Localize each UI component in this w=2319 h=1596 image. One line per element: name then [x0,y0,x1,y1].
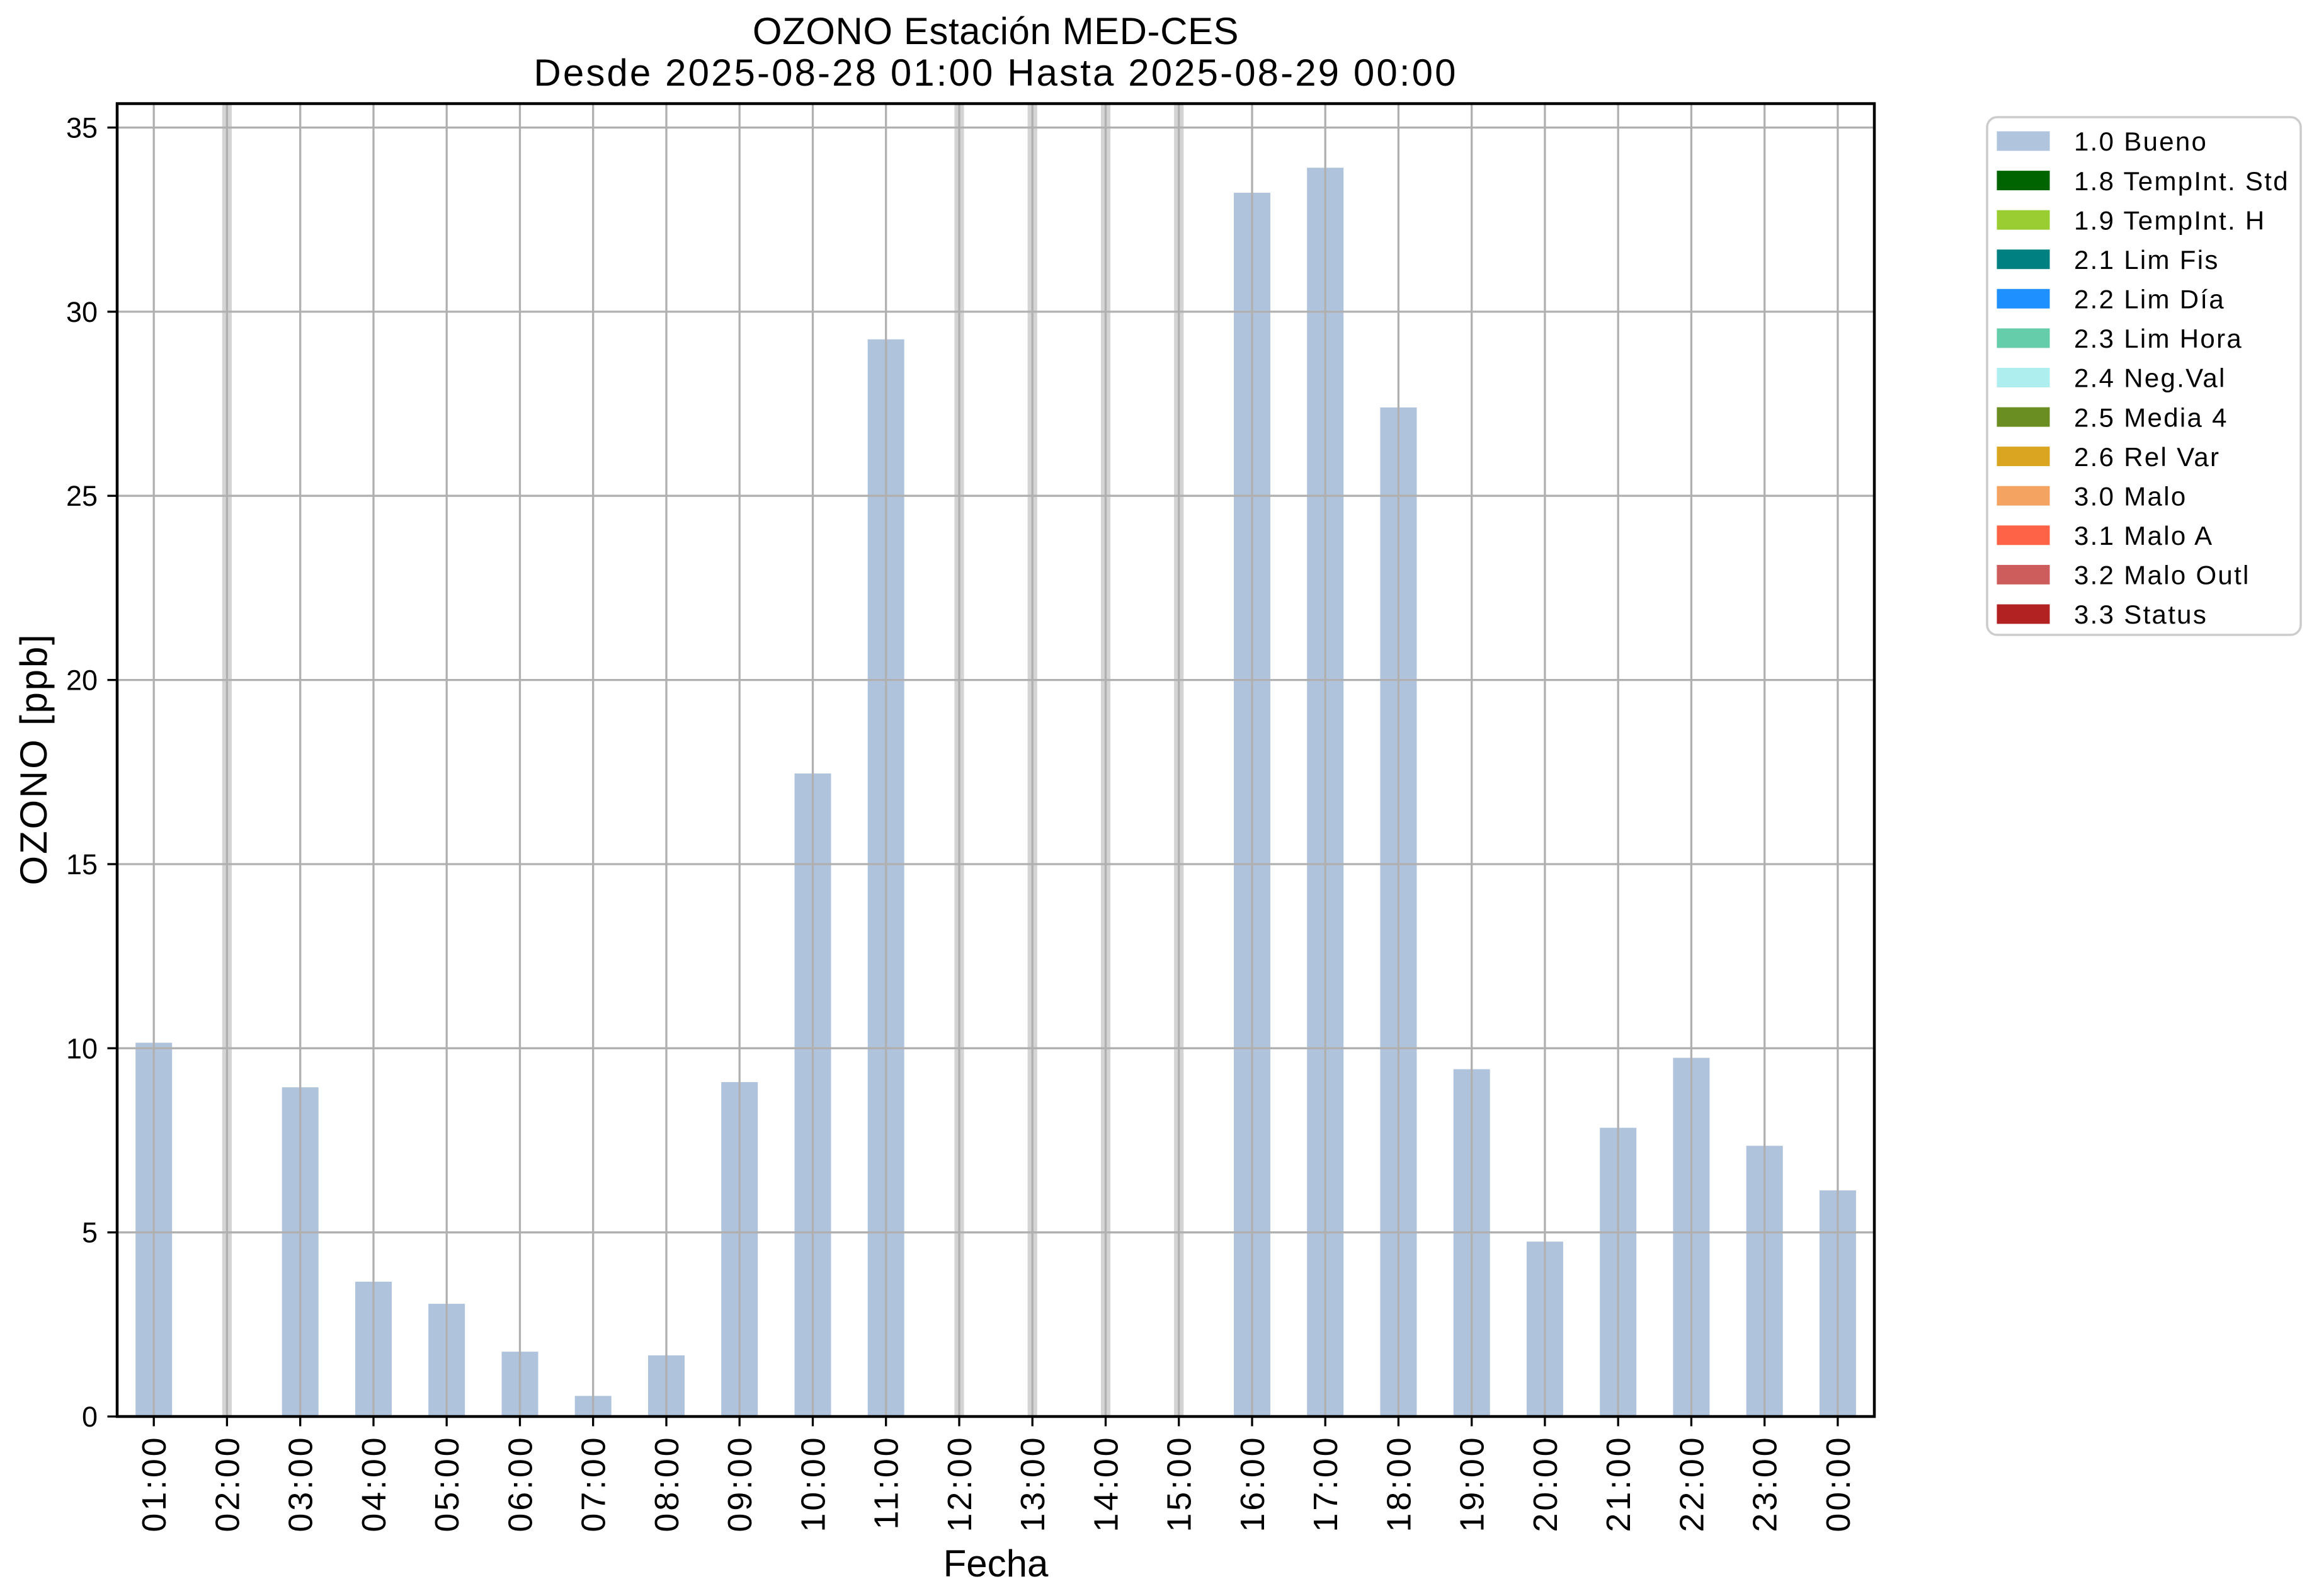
svg-text:16:00: 16:00 [1234,1435,1272,1532]
svg-text:3.0 Malo: 3.0 Malo [2074,481,2187,511]
svg-text:3.1 Malo A: 3.1 Malo A [2074,521,2213,550]
svg-text:3.3 Status: 3.3 Status [2074,600,2208,629]
svg-text:05:00: 05:00 [428,1435,466,1532]
svg-text:23:00: 23:00 [1746,1435,1784,1532]
svg-text:2.4 Neg.Val: 2.4 Neg.Val [2074,363,2226,393]
svg-text:2.6 Rel Var: 2.6 Rel Var [2074,442,2220,472]
svg-text:3.2 Malo Outl: 3.2 Malo Outl [2074,561,2250,590]
svg-text:09:00: 09:00 [721,1435,759,1532]
svg-text:19:00: 19:00 [1454,1435,1491,1532]
svg-text:1.9 TempInt. H: 1.9 TempInt. H [2074,205,2266,235]
svg-text:1.8 TempInt. Std: 1.8 TempInt. Std [2074,166,2289,196]
svg-text:21:00: 21:00 [1600,1435,1638,1532]
svg-text:35: 35 [66,112,98,144]
svg-text:12:00: 12:00 [941,1435,979,1532]
svg-text:OZONO [ppb]: OZONO [ppb] [13,633,55,886]
svg-text:03:00: 03:00 [282,1435,320,1532]
svg-text:2.3 Lim Hora: 2.3 Lim Hora [2074,324,2243,353]
svg-text:30: 30 [66,296,98,328]
svg-text:15:00: 15:00 [1161,1435,1199,1532]
svg-text:17:00: 17:00 [1307,1435,1345,1532]
svg-text:20: 20 [66,664,98,697]
svg-text:13:00: 13:00 [1014,1435,1052,1532]
svg-text:0: 0 [82,1401,98,1433]
svg-text:00:00: 00:00 [1820,1435,1857,1532]
svg-text:2.5 Media 4: 2.5 Media 4 [2074,402,2228,432]
svg-text:25: 25 [66,480,98,512]
svg-text:10: 10 [66,1032,98,1064]
svg-text:04:00: 04:00 [355,1435,393,1532]
svg-text:06:00: 06:00 [502,1435,540,1532]
svg-text:14:00: 14:00 [1088,1435,1125,1532]
svg-text:1.0 Bueno: 1.0 Bueno [2074,127,2208,156]
svg-text:01:00: 01:00 [135,1435,173,1532]
svg-text:5: 5 [82,1217,98,1249]
svg-text:2.2 Lim Día: 2.2 Lim Día [2074,285,2225,314]
svg-text:Desde 2025-08-28 01:00 Hasta 2: Desde 2025-08-28 01:00 Hasta 2025-08-29 … [533,52,1457,94]
svg-text:08:00: 08:00 [648,1435,686,1532]
svg-text:OZONO Estación MED-CES: OZONO Estación MED-CES [753,10,1239,52]
svg-text:22:00: 22:00 [1673,1435,1711,1532]
svg-text:2.1 Lim Fis: 2.1 Lim Fis [2074,245,2219,275]
svg-text:11:00: 11:00 [868,1435,906,1530]
svg-text:18:00: 18:00 [1380,1435,1418,1532]
svg-text:Fecha: Fecha [943,1542,1049,1585]
svg-text:15: 15 [66,848,98,881]
svg-text:20:00: 20:00 [1527,1435,1564,1532]
svg-text:07:00: 07:00 [575,1435,613,1532]
svg-text:02:00: 02:00 [208,1435,246,1532]
svg-text:10:00: 10:00 [795,1435,833,1532]
